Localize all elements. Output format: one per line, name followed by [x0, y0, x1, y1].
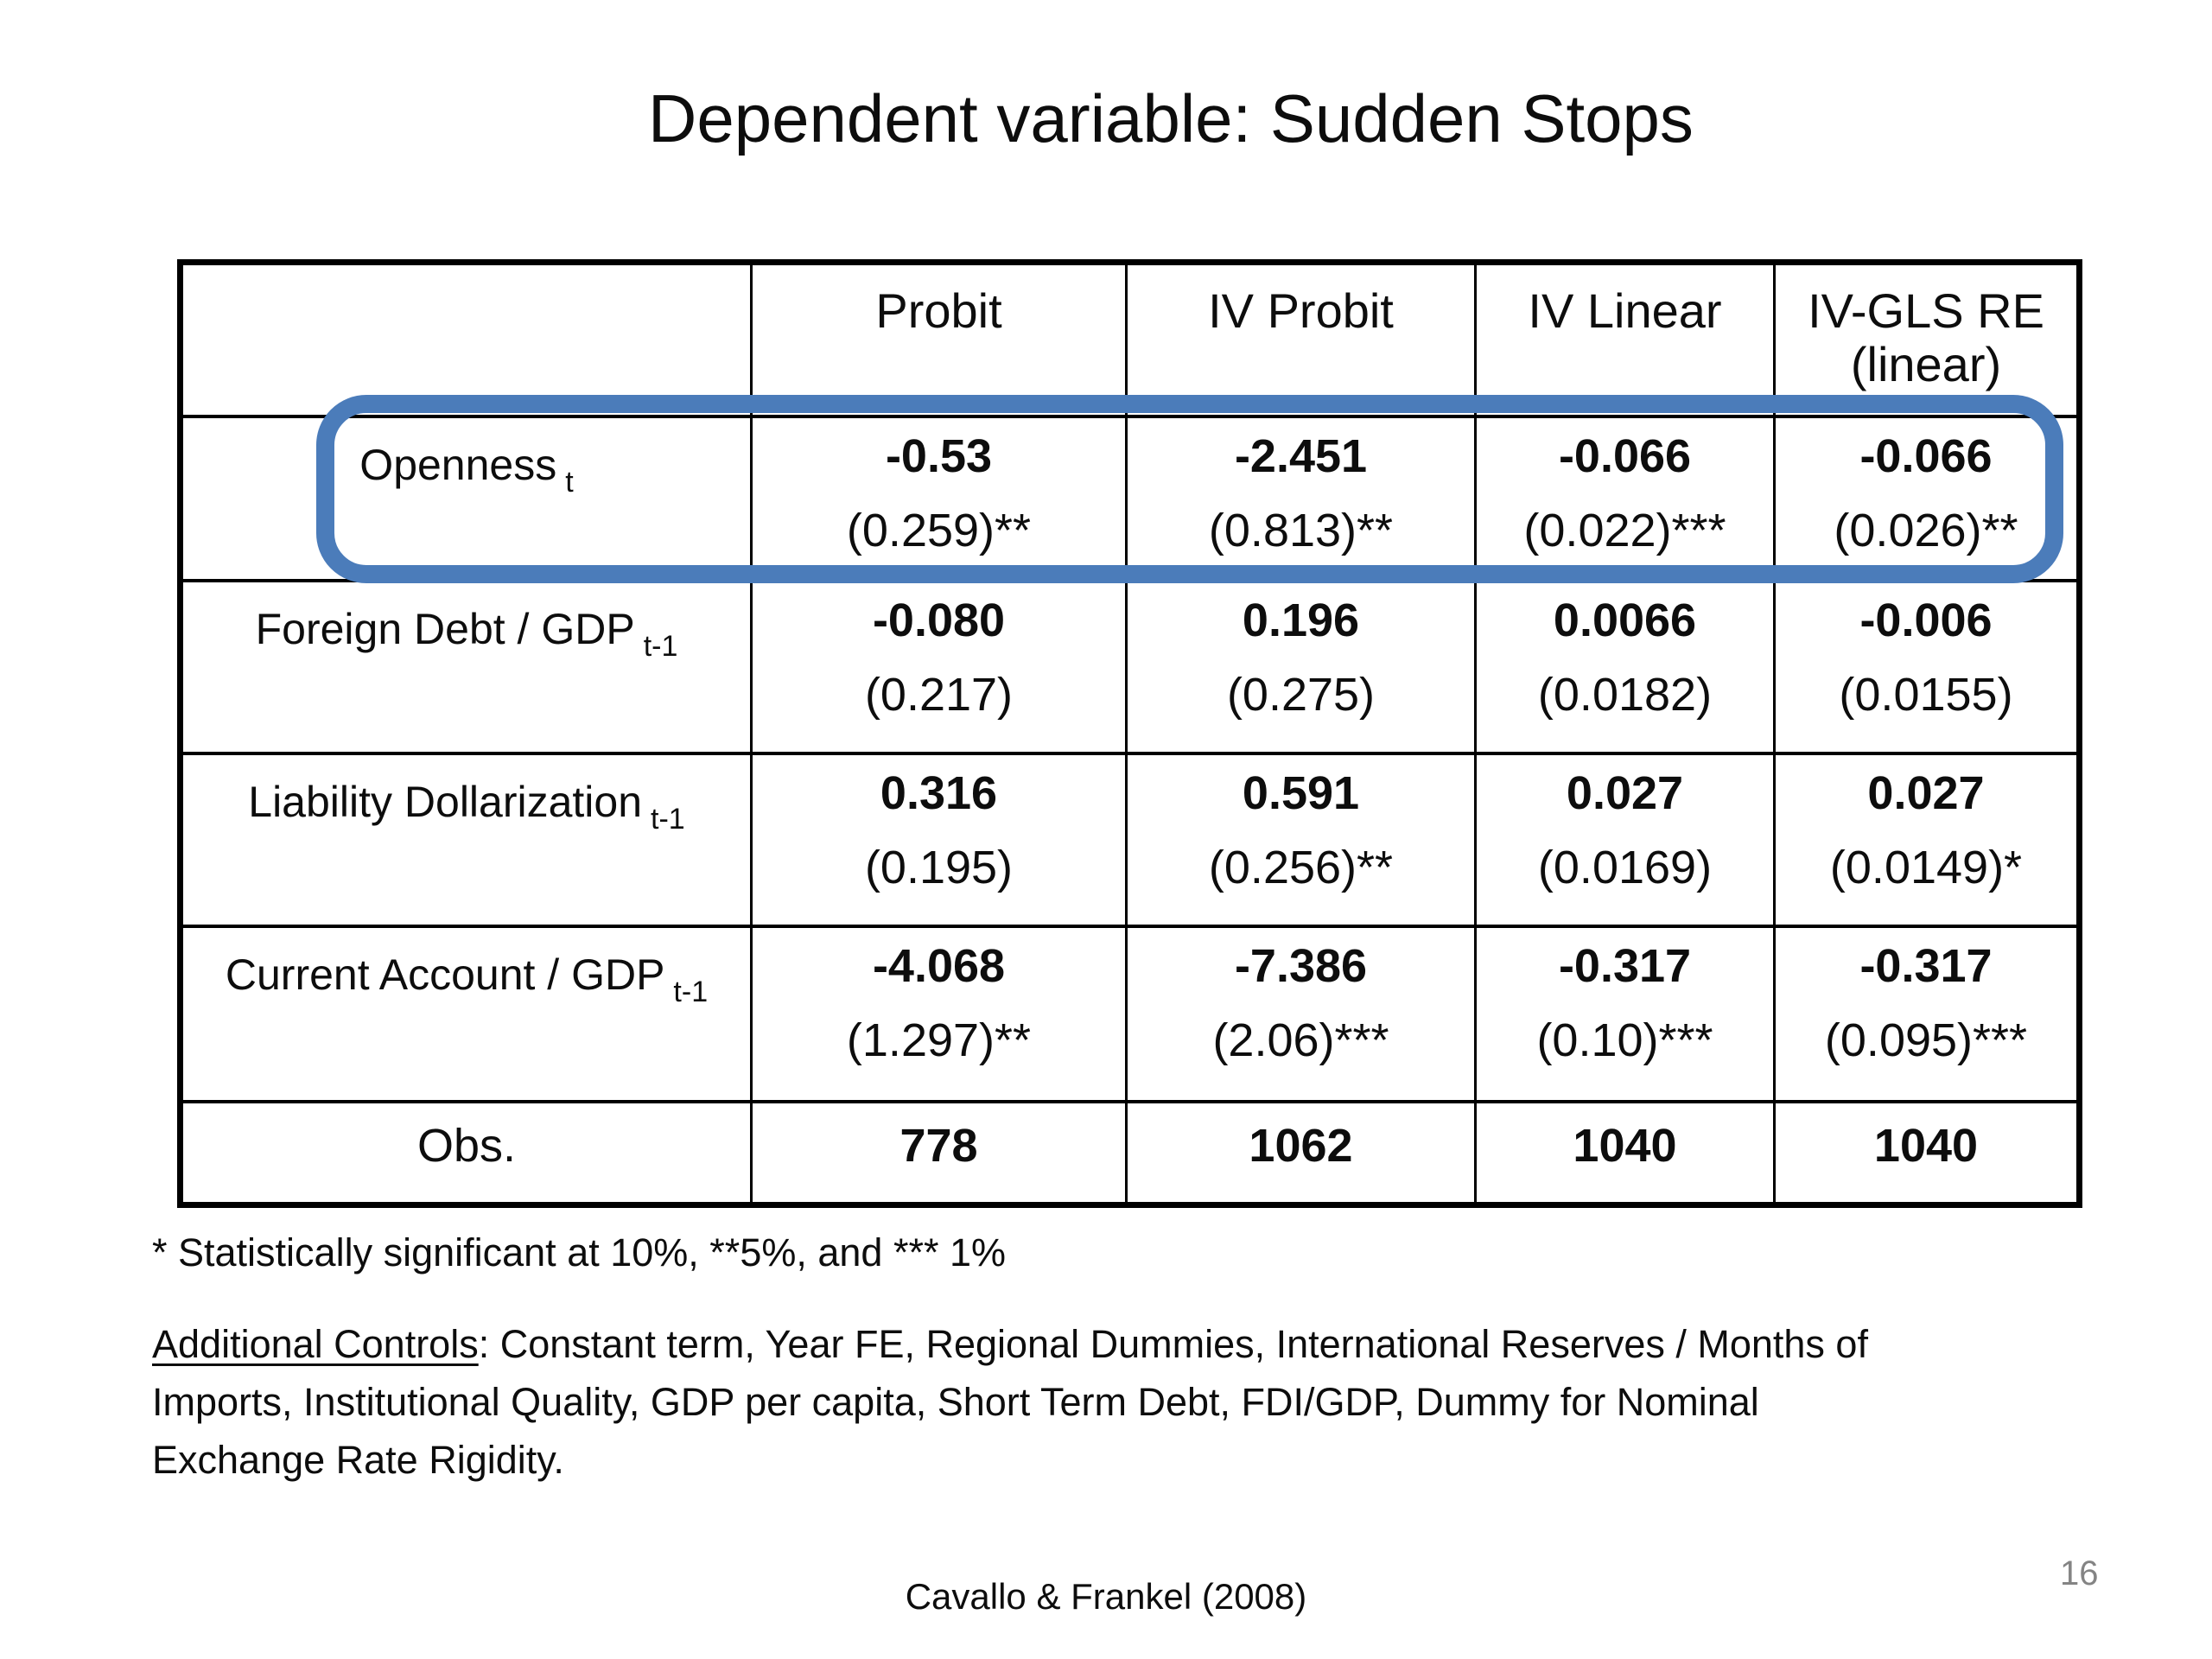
row-label-subscript: t-1: [673, 976, 709, 1008]
row-label-current-account: Current Account / GDP t-1: [183, 925, 750, 1100]
table-cell: 0.316 (0.195): [750, 752, 1125, 925]
std-error: (0.026)**: [1834, 505, 2018, 556]
coefficient: -0.066: [1558, 430, 1692, 482]
std-error: (0.095)***: [1824, 1014, 2028, 1066]
additional-controls-line2: Imports, Institutional Quality, GDP per …: [152, 1380, 1759, 1424]
table-cell: -0.317 (0.10)***: [1474, 925, 1773, 1100]
table-cell: -0.53 (0.259)**: [750, 415, 1125, 579]
table-cell: -4.068 (1.297)**: [750, 925, 1125, 1100]
coefficient: -4.068: [872, 940, 1006, 992]
table-cell: 0.0066 (0.0182): [1474, 579, 1773, 752]
additional-controls-label: Additional Controls: [152, 1322, 479, 1366]
table-cell: -7.386 (2.06)***: [1125, 925, 1474, 1100]
row-label-obs: Obs.: [183, 1100, 750, 1202]
column-header-iv-gls-line2: (linear): [1850, 337, 2002, 391]
std-error: (0.256)**: [1208, 842, 1394, 893]
additional-controls-note: Additional Controls: Constant term, Year…: [152, 1315, 2165, 1489]
page-number: 16: [2060, 1554, 2099, 1592]
obs-value: 1040: [1773, 1100, 2076, 1202]
additional-controls-line1: Additional Controls: Constant term, Year…: [152, 1315, 2165, 1373]
additional-controls-rest: : Constant term, Year FE, Regional Dummi…: [478, 1322, 1868, 1366]
coefficient: 0.0066: [1553, 594, 1697, 646]
std-error: (0.195): [864, 842, 1014, 893]
row-label-foreign-debt: Foreign Debt / GDP t-1: [183, 579, 750, 752]
column-header-probit: Probit: [750, 265, 1125, 415]
citation: Cavallo & Frankel (2008): [905, 1576, 1307, 1617]
row-label-text: Liability Dollarization: [248, 778, 643, 826]
obs-value: 1062: [1125, 1100, 1474, 1202]
obs-value: 778: [750, 1100, 1125, 1202]
coefficient: -0.066: [1859, 430, 1993, 482]
row-label-subscript: t: [565, 466, 574, 499]
row-label-text: Foreign Debt / GDP: [255, 605, 635, 653]
std-error: (0.813)**: [1208, 505, 1394, 556]
coefficient: -0.080: [872, 594, 1006, 646]
row-label-openness: Openness t: [183, 415, 750, 579]
column-header-iv-gls: IV-GLS RE (linear): [1773, 265, 2076, 415]
table-cell: -0.006 (0.0155): [1773, 579, 2076, 752]
table-cell: -0.066 (0.026)**: [1773, 415, 2076, 579]
coefficient: -0.53: [885, 430, 993, 482]
significance-note: * Statistically significant at 10%, **5%…: [152, 1230, 1007, 1274]
column-header-iv-gls-line1: IV-GLS RE: [1808, 283, 2044, 338]
table-cell: -0.080 (0.217): [750, 579, 1125, 752]
row-label-text: Current Account / GDP: [225, 950, 665, 999]
table-cell: -0.317 (0.095)***: [1773, 925, 2076, 1100]
row-label-subscript: t-1: [643, 630, 678, 663]
std-error: (0.0169): [1537, 842, 1713, 893]
row-label-subscript: t-1: [651, 803, 685, 836]
table-cell: -2.451 (0.813)**: [1125, 415, 1474, 579]
std-error: (1.297)**: [846, 1014, 1032, 1066]
table-cell: 0.027 (0.0149)*: [1773, 752, 2076, 925]
coefficient: 0.196: [1242, 594, 1360, 646]
row-label-text: Openness: [359, 441, 557, 489]
coefficient: -2.451: [1234, 430, 1368, 482]
coefficient: 0.316: [880, 767, 998, 819]
column-header-iv-linear: IV Linear: [1474, 265, 1773, 415]
coefficient: 0.027: [1867, 767, 1985, 819]
std-error: (0.0155): [1839, 669, 2013, 721]
table-cell: 0.027 (0.0169): [1474, 752, 1773, 925]
std-error: (0.259)**: [846, 505, 1032, 556]
std-error: (0.0149)*: [1829, 842, 2023, 893]
slide-title: Dependent variable: Sudden Stops: [648, 80, 1694, 156]
std-error: (0.0182): [1537, 669, 1713, 721]
row-label-liability-dollarization: Liability Dollarization t-1: [183, 752, 750, 925]
coefficient: -0.317: [1558, 940, 1692, 992]
table-cell: -0.066 (0.022)***: [1474, 415, 1773, 579]
table-corner-cell: [183, 265, 750, 415]
column-header-iv-probit: IV Probit: [1125, 265, 1474, 415]
coefficient: 0.027: [1566, 767, 1684, 819]
table-cell: 0.196 (0.275): [1125, 579, 1474, 752]
std-error: (0.275): [1226, 669, 1376, 721]
table-cell: 0.591 (0.256)**: [1125, 752, 1474, 925]
regression-table: Probit IV Probit IV Linear IV-GLS RE (li…: [177, 259, 2082, 1208]
std-error: (0.217): [864, 669, 1014, 721]
std-error: (2.06)***: [1212, 1014, 1389, 1066]
additional-controls-line3: Exchange Rate Rigidity.: [152, 1438, 564, 1482]
std-error: (0.10)***: [1536, 1014, 1713, 1066]
std-error: (0.022)***: [1523, 505, 1726, 556]
coefficient: -0.317: [1859, 940, 1993, 992]
obs-value: 1040: [1474, 1100, 1773, 1202]
coefficient: -7.386: [1234, 940, 1368, 992]
coefficient: 0.591: [1242, 767, 1360, 819]
coefficient: -0.006: [1859, 594, 1993, 646]
